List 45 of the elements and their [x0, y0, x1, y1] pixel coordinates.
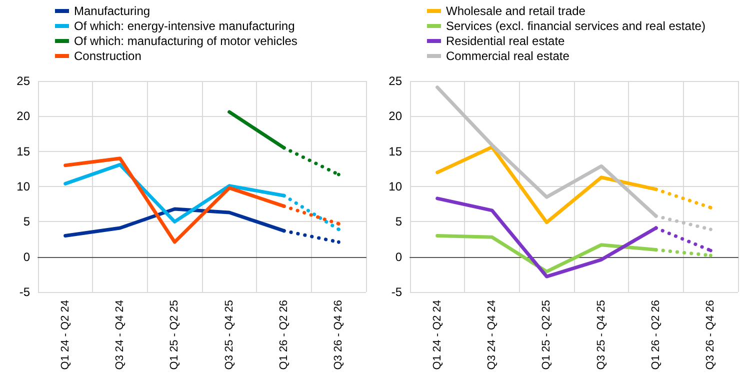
x-tick-label: Q3 25 - Q4 25 — [223, 300, 236, 370]
y-tick-label: 20 — [388, 109, 402, 124]
point — [336, 172, 340, 176]
point — [282, 229, 286, 233]
legend-label: Of which: energy-intensive manufacturing — [74, 19, 295, 33]
point — [282, 146, 286, 150]
x-tick-label: Q1 26 - Q2 26 — [278, 300, 290, 370]
y-tick-label: 0 — [23, 250, 30, 264]
point — [708, 206, 712, 210]
legend-label: Services (excl. financial services and real estate) — [446, 19, 706, 33]
legend-label: Residential real estate — [446, 34, 566, 48]
point — [708, 248, 712, 252]
legend-label: Wholesale and retail trade — [446, 4, 586, 18]
point — [708, 254, 712, 258]
y-tick-label: 20 — [16, 109, 30, 124]
x-tick-label: Q3 25 - Q4 25 — [595, 300, 608, 370]
legend-label: Of which: manufacturing of motor vehicles — [74, 34, 298, 48]
legend-label: Commercial real estate — [446, 49, 570, 63]
y-tick-label: -5 — [391, 285, 402, 299]
x-tick-label: Q1 24 - Q2 24 — [59, 300, 72, 370]
y-tick-label: 0 — [395, 250, 402, 264]
y-tick-label: 5 — [23, 214, 30, 229]
x-tick-label: Q3 24 - Q4 24 — [486, 300, 498, 370]
y-tick-label: 10 — [388, 180, 402, 194]
point — [654, 188, 658, 192]
y-tick-label: -5 — [19, 285, 30, 299]
point — [708, 228, 712, 232]
point — [336, 228, 340, 232]
y-tick-label: 5 — [395, 214, 402, 229]
x-tick-label: Q3 26 - Q4 26 — [332, 300, 345, 370]
y-tick-label: 15 — [16, 144, 30, 158]
y-tick-label: 10 — [16, 180, 30, 194]
x-tick-label: Q1 25 - Q2 25 — [168, 300, 181, 370]
point — [336, 240, 340, 244]
y-tick-label: 25 — [388, 74, 402, 88]
y-tick-label: 25 — [16, 74, 30, 88]
legend-label: Construction — [74, 49, 142, 63]
y-tick-label: 15 — [388, 144, 402, 158]
legend-label: Manufacturing — [74, 4, 150, 18]
x-tick-label: Q1 26 - Q2 26 — [650, 300, 662, 370]
x-tick-label: Q1 25 - Q2 25 — [540, 300, 553, 370]
x-tick-label: Q3 26 - Q4 26 — [704, 300, 717, 370]
x-tick-label: Q3 24 - Q4 24 — [114, 300, 126, 370]
point — [282, 204, 286, 208]
x-tick-label: Q1 24 - Q2 24 — [431, 300, 444, 370]
